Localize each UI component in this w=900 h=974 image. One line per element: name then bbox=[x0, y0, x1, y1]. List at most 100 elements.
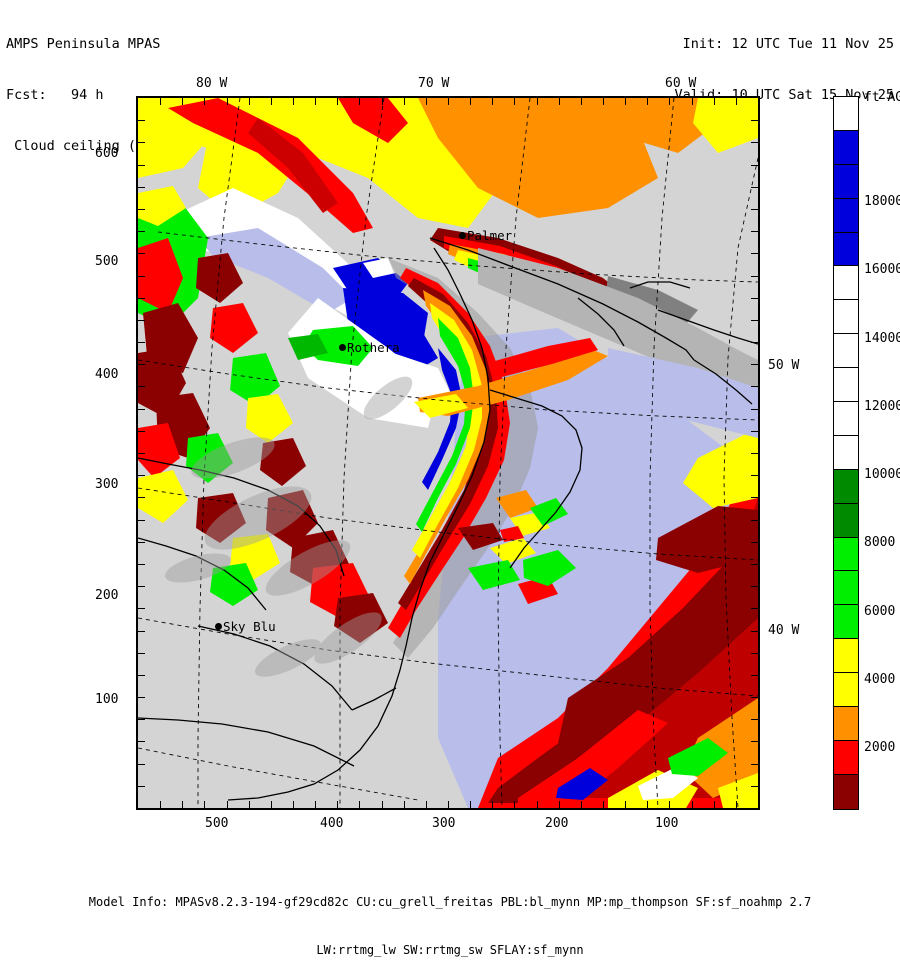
axis-tick-bottom bbox=[559, 801, 560, 808]
axis-tick-top bbox=[492, 98, 493, 105]
axis-tick-top bbox=[669, 98, 670, 105]
colorbar-band-6 bbox=[834, 300, 858, 335]
colorbar-band-17 bbox=[834, 673, 858, 708]
axis-tick-right bbox=[751, 409, 758, 410]
axis-tick-left bbox=[138, 120, 145, 121]
axis-right-label-1: 40 W bbox=[768, 623, 800, 638]
axis-tick-top bbox=[227, 98, 228, 105]
axis-tick-right bbox=[751, 542, 758, 543]
axis-tick-top bbox=[359, 98, 360, 105]
axis-tick-top bbox=[293, 98, 294, 105]
axis-tick-top bbox=[581, 98, 582, 105]
station-label: Sky Blu bbox=[223, 619, 276, 634]
axis-tick-right bbox=[751, 120, 758, 121]
colorbar-band-11 bbox=[834, 469, 858, 504]
axis-tick-right bbox=[751, 608, 758, 609]
axis-tick-right bbox=[751, 231, 758, 232]
axis-tick-bottom bbox=[669, 801, 670, 808]
axis-left-label-0: 600 bbox=[95, 146, 119, 161]
axis-tick-left bbox=[138, 719, 145, 720]
axis-tick-top bbox=[647, 98, 648, 105]
colorbar-band-10 bbox=[834, 435, 858, 470]
axis-tick-left bbox=[138, 542, 145, 543]
axis-tick-top bbox=[160, 98, 161, 105]
colorbar-band-16 bbox=[834, 639, 858, 674]
colorbar-tick-18000: 18000 bbox=[864, 194, 900, 209]
colorbar-band-0 bbox=[834, 97, 858, 131]
axis-tick-left bbox=[138, 564, 145, 565]
axis-tick-left bbox=[138, 231, 145, 232]
axis-tick-top bbox=[692, 98, 693, 105]
axis-tick-right bbox=[751, 364, 758, 365]
axis-tick-right bbox=[751, 342, 758, 343]
axis-tick-bottom bbox=[293, 801, 294, 808]
axis-tick-right bbox=[751, 253, 758, 254]
map-plot-area[interactable] bbox=[136, 96, 760, 810]
axis-tick-bottom bbox=[337, 801, 338, 808]
axis-tick-top bbox=[204, 98, 205, 105]
axis-tick-left bbox=[138, 165, 145, 166]
axis-tick-top bbox=[382, 98, 383, 105]
axis-tick-bottom bbox=[160, 801, 161, 808]
axis-tick-right bbox=[751, 298, 758, 299]
colorbar-band-1 bbox=[834, 130, 858, 165]
axis-tick-bottom bbox=[382, 801, 383, 808]
axis-tick-left bbox=[138, 786, 145, 787]
axis-tick-left bbox=[138, 276, 145, 277]
axis-tick-left bbox=[138, 409, 145, 410]
axis-tick-left bbox=[138, 431, 145, 432]
colorbar-band-2 bbox=[834, 164, 858, 199]
axis-tick-right bbox=[751, 386, 758, 387]
axis-tick-right bbox=[751, 786, 758, 787]
axis-tick-left bbox=[138, 453, 145, 454]
axis-tick-right bbox=[751, 764, 758, 765]
axis-tick-right bbox=[751, 431, 758, 432]
axis-tick-top bbox=[736, 98, 737, 105]
colorbar-band-13 bbox=[834, 537, 858, 572]
colorbar-tick-4000: 4000 bbox=[864, 672, 896, 687]
axis-tick-bottom bbox=[581, 801, 582, 808]
axis-left-label-4: 200 bbox=[95, 588, 119, 603]
station-marker-dot bbox=[215, 623, 222, 630]
axis-tick-top bbox=[315, 98, 316, 105]
axis-tick-right bbox=[751, 719, 758, 720]
axis-tick-top bbox=[470, 98, 471, 105]
axis-tick-right bbox=[751, 453, 758, 454]
station-label: Palmer bbox=[467, 228, 513, 243]
model-info-line-2: LW:rrtmg_lw SW:rrtmg_sw SFLAY:sf_mynn bbox=[316, 943, 584, 957]
axis-bottom-label-2: 300 bbox=[432, 816, 456, 831]
axis-tick-bottom bbox=[492, 801, 493, 808]
axis-tick-top bbox=[625, 98, 626, 105]
axis-tick-top bbox=[448, 98, 449, 105]
colorbar-band-3 bbox=[834, 198, 858, 233]
axis-tick-bottom bbox=[426, 801, 427, 808]
axis-tick-top bbox=[426, 98, 427, 105]
axis-tick-left bbox=[138, 586, 145, 587]
axis-bottom-label-0: 500 bbox=[205, 816, 229, 831]
axis-tick-left bbox=[138, 675, 145, 676]
axis-tick-right bbox=[751, 653, 758, 654]
axis-tick-left bbox=[138, 386, 145, 387]
axis-tick-bottom bbox=[470, 801, 471, 808]
axis-tick-right bbox=[751, 475, 758, 476]
axis-tick-right bbox=[751, 520, 758, 521]
axis-tick-right bbox=[751, 497, 758, 498]
axis-tick-right bbox=[751, 187, 758, 188]
axis-tick-right bbox=[751, 564, 758, 565]
axis-tick-bottom bbox=[692, 801, 693, 808]
axis-tick-top bbox=[271, 98, 272, 105]
station-marker-dot bbox=[459, 232, 466, 239]
axis-tick-left bbox=[138, 741, 145, 742]
colorbar[interactable] bbox=[833, 96, 859, 810]
axis-top-label-0: 80 W bbox=[196, 76, 228, 91]
axis-tick-top bbox=[182, 98, 183, 105]
axis-left-label-1: 500 bbox=[95, 254, 119, 269]
colorbar-band-20 bbox=[834, 774, 858, 809]
axis-tick-bottom bbox=[537, 801, 538, 808]
axis-tick-left bbox=[138, 364, 145, 365]
axis-tick-left bbox=[138, 764, 145, 765]
station-marker-dot bbox=[339, 344, 346, 351]
axis-tick-left bbox=[138, 342, 145, 343]
axis-tick-top bbox=[714, 98, 715, 105]
colorbar-tick-6000: 6000 bbox=[864, 604, 896, 619]
